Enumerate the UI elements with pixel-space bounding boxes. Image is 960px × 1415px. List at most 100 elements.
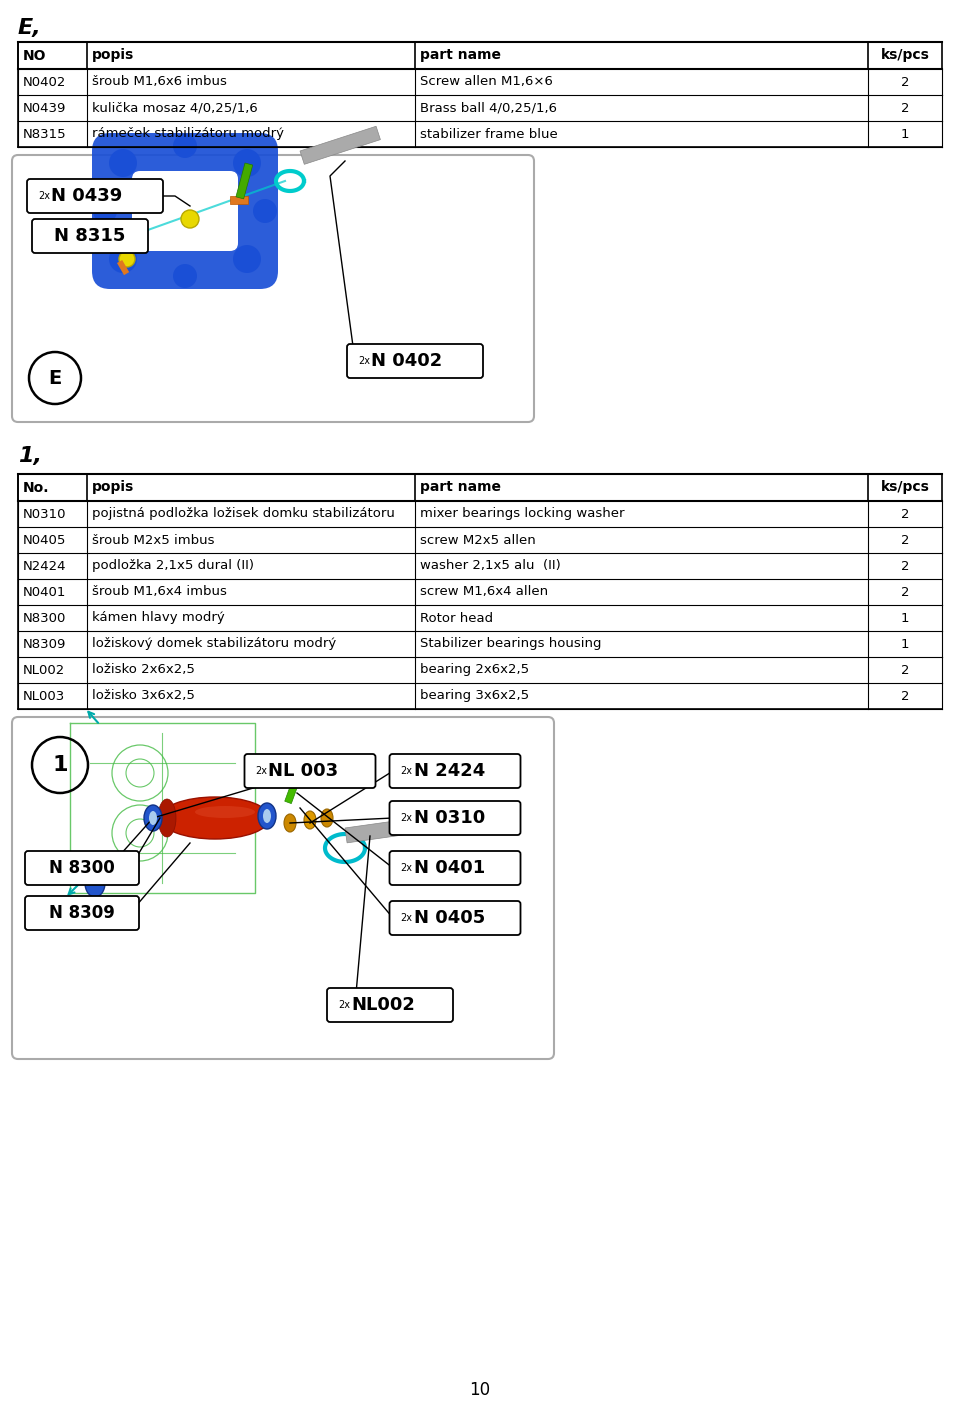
Text: 2x: 2x	[38, 191, 50, 201]
Ellipse shape	[284, 814, 296, 832]
FancyBboxPatch shape	[390, 901, 520, 935]
Text: ložisko 2x6x2,5: ložisko 2x6x2,5	[92, 664, 195, 676]
Text: washer 2,1x5 alu  (II): washer 2,1x5 alu (II)	[420, 559, 561, 573]
Bar	[18, 69, 942, 95]
FancyBboxPatch shape	[347, 344, 483, 378]
Text: NO: NO	[23, 48, 46, 62]
Bar	[18, 95, 942, 122]
Text: 2: 2	[900, 533, 909, 546]
Text: No.: No.	[23, 481, 50, 494]
Bar	[230, 197, 248, 204]
FancyBboxPatch shape	[32, 219, 148, 253]
Text: bearing 3x6x2,5: bearing 3x6x2,5	[420, 689, 530, 702]
Text: ks/pcs: ks/pcs	[880, 481, 929, 494]
Ellipse shape	[195, 807, 255, 818]
Text: šroub M2x5 imbus: šroub M2x5 imbus	[92, 533, 215, 546]
Text: NL002: NL002	[351, 996, 415, 1015]
FancyBboxPatch shape	[92, 133, 278, 289]
Text: ložiskový domek stabilizátoru modrý: ložiskový domek stabilizátoru modrý	[92, 638, 337, 651]
Text: ks/pcs: ks/pcs	[880, 48, 929, 62]
Circle shape	[173, 265, 197, 289]
Text: rámeček stabilizátoru modrý: rámeček stabilizátoru modrý	[92, 127, 284, 140]
Ellipse shape	[160, 797, 270, 839]
Text: bearing 2x6x2,5: bearing 2x6x2,5	[420, 664, 530, 676]
Text: N8300: N8300	[23, 611, 66, 624]
Circle shape	[93, 200, 117, 224]
FancyBboxPatch shape	[25, 896, 139, 930]
Circle shape	[233, 149, 261, 177]
Text: N0401: N0401	[23, 586, 66, 599]
FancyBboxPatch shape	[245, 754, 375, 788]
Text: 2x: 2x	[400, 863, 413, 873]
Bar	[236, 163, 252, 200]
FancyBboxPatch shape	[390, 801, 520, 835]
Text: 1: 1	[900, 127, 909, 140]
FancyBboxPatch shape	[327, 988, 453, 1022]
Ellipse shape	[149, 811, 157, 825]
Text: N 8315: N 8315	[55, 226, 126, 245]
Bar	[18, 631, 942, 657]
Text: 2: 2	[900, 559, 909, 573]
Text: pojistná podložka ložisek domku stabilizátoru: pojistná podložka ložisek domku stabiliz…	[92, 508, 396, 521]
Text: 2: 2	[900, 664, 909, 676]
Ellipse shape	[304, 811, 316, 829]
Bar	[300, 126, 380, 164]
Text: popis: popis	[92, 48, 134, 62]
Text: N0405: N0405	[23, 533, 66, 546]
Text: NL002: NL002	[23, 664, 65, 676]
Bar	[18, 474, 942, 501]
Text: 2: 2	[900, 508, 909, 521]
Text: N 0439: N 0439	[51, 187, 122, 205]
Text: Rotor head: Rotor head	[420, 611, 493, 624]
Text: 2x: 2x	[400, 913, 413, 923]
Text: N 2424: N 2424	[414, 763, 485, 780]
Text: kulička mosaz 4/0,25/1,6: kulička mosaz 4/0,25/1,6	[92, 102, 258, 115]
Text: 2: 2	[900, 75, 909, 89]
Text: 2: 2	[900, 689, 909, 702]
Text: 2x: 2x	[338, 1000, 350, 1010]
Circle shape	[233, 245, 261, 273]
Bar	[18, 657, 942, 683]
Text: 1: 1	[900, 638, 909, 651]
Bar	[117, 260, 130, 275]
Text: Stabilizer bearings housing: Stabilizer bearings housing	[420, 638, 602, 651]
Text: Screw allen M1,6×6: Screw allen M1,6×6	[420, 75, 553, 89]
Circle shape	[109, 245, 137, 273]
Text: 1: 1	[900, 611, 909, 624]
Bar	[18, 501, 942, 526]
Text: 1: 1	[52, 756, 68, 775]
Text: N8309: N8309	[23, 638, 66, 651]
Bar	[18, 683, 942, 709]
Text: 2x: 2x	[400, 814, 413, 824]
FancyBboxPatch shape	[25, 850, 139, 884]
Bar	[18, 579, 942, 606]
Text: N 0402: N 0402	[371, 352, 443, 369]
Text: 2: 2	[900, 102, 909, 115]
Text: 2x: 2x	[358, 357, 370, 366]
Text: N0310: N0310	[23, 508, 66, 521]
Bar	[18, 42, 942, 69]
Text: E: E	[48, 368, 61, 388]
FancyBboxPatch shape	[132, 171, 238, 250]
Text: Brass ball 4/0,25/1,6: Brass ball 4/0,25/1,6	[420, 102, 558, 115]
FancyBboxPatch shape	[27, 180, 163, 214]
Bar	[18, 553, 942, 579]
Text: N0439: N0439	[23, 102, 66, 115]
Circle shape	[181, 209, 199, 228]
Bar	[345, 816, 424, 843]
Text: podložka 2,1x5 dural (II): podložka 2,1x5 dural (II)	[92, 559, 254, 573]
FancyBboxPatch shape	[390, 754, 520, 788]
Text: N 0401: N 0401	[414, 859, 485, 877]
Text: N 0405: N 0405	[414, 908, 485, 927]
Circle shape	[173, 134, 197, 158]
Text: 2x: 2x	[400, 766, 413, 775]
Text: N2424: N2424	[23, 559, 66, 573]
Text: stabilizer frame blue: stabilizer frame blue	[420, 127, 558, 140]
FancyBboxPatch shape	[390, 850, 520, 884]
Text: mixer bearings locking washer: mixer bearings locking washer	[420, 508, 625, 521]
Bar	[18, 606, 942, 631]
Circle shape	[109, 149, 137, 177]
Text: 2x: 2x	[255, 766, 268, 775]
Text: part name: part name	[420, 481, 501, 494]
Text: 10: 10	[469, 1381, 491, 1399]
